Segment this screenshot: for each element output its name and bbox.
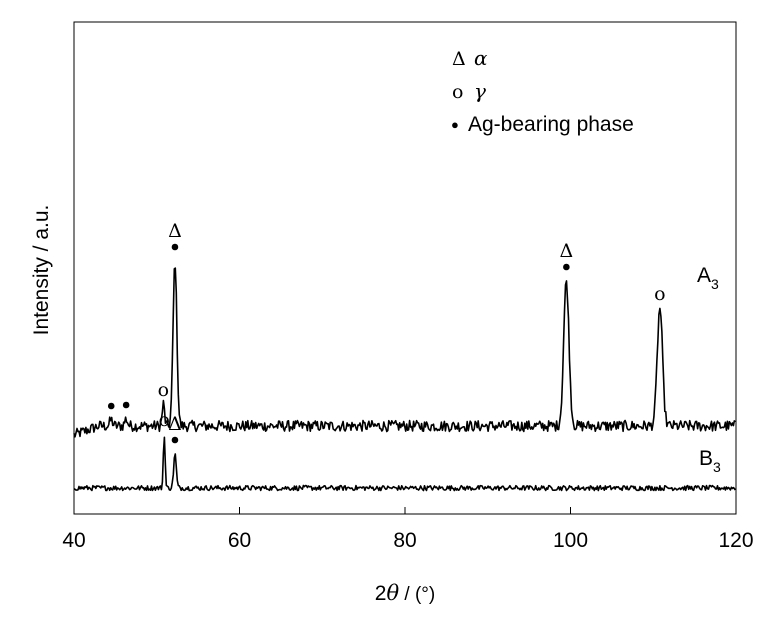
legend: Δ α o γ ● Ag-bearing phase bbox=[451, 46, 634, 136]
y-axis-label: Intensity / a.u. bbox=[30, 205, 53, 336]
ag-phase-dot-marker bbox=[563, 263, 570, 271]
ag-phase-dot-marker bbox=[171, 243, 179, 251]
ag-phase-dot-marker bbox=[171, 436, 179, 444]
x-axis-ticks: 40 60 80 100 120 bbox=[62, 507, 754, 552]
x-axis-label: 2θ / (°) bbox=[375, 581, 435, 605]
series-a3-label: A3 bbox=[697, 264, 719, 292]
ag-phase-dot-marker bbox=[107, 402, 115, 410]
trace-group bbox=[73, 267, 736, 492]
alpha-phase-marker: Δ bbox=[559, 240, 573, 262]
legend-label-gamma: γ bbox=[474, 79, 486, 103]
legend-label-alpha: α bbox=[474, 46, 488, 70]
legend-marker-ag: ● bbox=[451, 117, 459, 132]
x-tick-label: 120 bbox=[718, 529, 753, 552]
ag-phase-dot-marker bbox=[122, 401, 130, 409]
x-tick-label: 100 bbox=[553, 529, 588, 552]
gamma-phase-marker: o bbox=[158, 409, 169, 431]
series-a3-line bbox=[73, 267, 736, 438]
legend-marker-alpha: Δ bbox=[452, 48, 466, 70]
gamma-phase-marker: o bbox=[654, 283, 665, 305]
gamma-phase-marker: o bbox=[158, 379, 169, 401]
x-tick-label: 40 bbox=[62, 529, 85, 552]
series-b3-label: B3 bbox=[699, 447, 721, 475]
legend-label-ag: Ag-bearing phase bbox=[468, 113, 634, 136]
x-tick-label: 80 bbox=[393, 529, 416, 552]
alpha-phase-marker: Δ bbox=[168, 220, 182, 242]
x-tick-label: 60 bbox=[228, 529, 251, 552]
legend-marker-gamma: o bbox=[452, 81, 463, 103]
series-b3-line bbox=[73, 436, 736, 492]
alpha-phase-marker: Δ bbox=[168, 413, 182, 435]
